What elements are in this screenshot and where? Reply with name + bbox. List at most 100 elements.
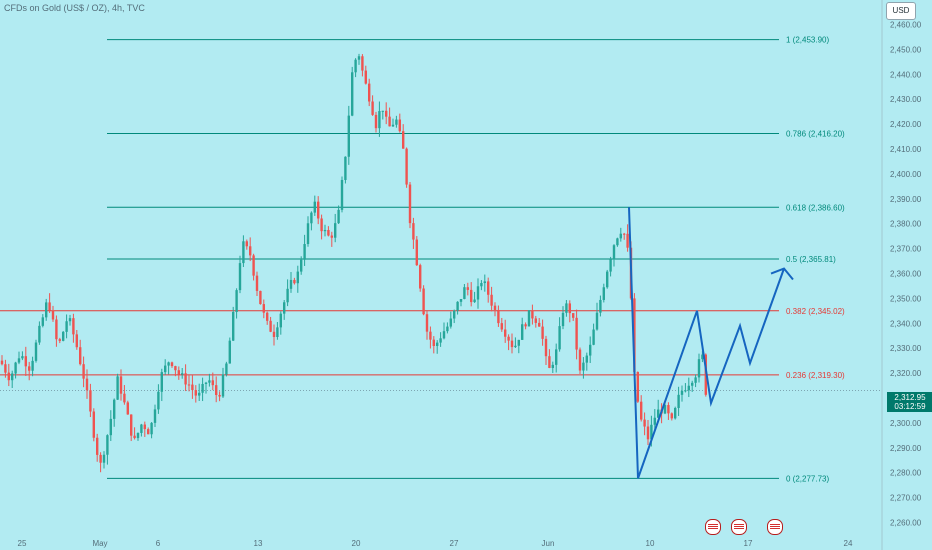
candle-body xyxy=(75,334,78,348)
candle-body xyxy=(609,259,612,272)
candle-body xyxy=(327,229,330,236)
candle-body xyxy=(517,339,520,346)
candle-body xyxy=(446,326,449,332)
candle-body xyxy=(425,314,429,332)
candle-body xyxy=(228,340,231,364)
candle-body xyxy=(667,405,670,414)
candle-body xyxy=(262,304,265,313)
candle-body xyxy=(558,326,561,350)
candle-body xyxy=(493,305,497,310)
candle-body xyxy=(160,372,163,392)
candle-body xyxy=(653,417,656,425)
candle-body xyxy=(674,407,677,419)
candle-body xyxy=(463,287,466,300)
y-tick-label: 2,460.00 xyxy=(890,20,922,29)
candle-body xyxy=(578,349,582,371)
candle-body xyxy=(225,363,228,375)
candle-body xyxy=(344,156,347,180)
candle-body xyxy=(252,255,255,276)
candle-body xyxy=(541,326,544,339)
candle-body xyxy=(697,359,701,378)
y-tick-label: 2,260.00 xyxy=(890,519,922,528)
candle-body xyxy=(626,233,629,248)
candle-body xyxy=(218,394,221,397)
candle-body xyxy=(439,338,442,343)
candle-body xyxy=(14,362,17,374)
candle-body xyxy=(96,437,99,455)
candle-body xyxy=(232,312,235,341)
fib-level-label: 0 (2,277.73) xyxy=(786,474,829,483)
candle-body xyxy=(585,355,588,363)
candle-body xyxy=(402,131,405,149)
candle-body xyxy=(320,218,323,232)
candle-body xyxy=(524,324,527,327)
candle-body xyxy=(616,238,619,246)
candle-body xyxy=(650,424,653,440)
candle-body xyxy=(177,370,180,375)
candle-body xyxy=(354,59,357,73)
x-tick-label: 24 xyxy=(844,539,853,548)
candle-body xyxy=(646,426,650,440)
candle-body xyxy=(92,411,95,438)
candle-body xyxy=(368,83,371,102)
candle-body xyxy=(221,374,225,397)
countdown-label: 03:12:59 xyxy=(894,402,926,411)
y-tick-label: 2,430.00 xyxy=(890,95,922,104)
candle-body xyxy=(694,377,697,383)
currency-button[interactable]: USD xyxy=(886,2,916,20)
candle-body xyxy=(480,283,483,287)
candle-body xyxy=(589,344,592,356)
candle-body xyxy=(357,56,361,60)
candle-body xyxy=(48,302,51,311)
us-flag-icon[interactable] xyxy=(767,519,783,535)
candle-body xyxy=(381,110,384,112)
candle-body xyxy=(500,323,503,330)
candle-body xyxy=(684,390,687,392)
candle-body xyxy=(487,281,490,295)
candle-body xyxy=(340,179,344,210)
x-tick-label: 27 xyxy=(450,539,459,548)
fib-level-label: 0.5 (2,365.81) xyxy=(786,255,836,264)
candle-body xyxy=(592,329,595,345)
candle-body xyxy=(412,223,415,240)
candle-body xyxy=(680,390,684,395)
us-flag-icon[interactable] xyxy=(731,519,747,535)
candle-body xyxy=(701,354,704,360)
candle-body xyxy=(677,394,680,408)
x-tick-label: 10 xyxy=(646,539,655,548)
candle-body xyxy=(150,422,153,435)
candle-body xyxy=(31,360,34,371)
candle-body xyxy=(11,373,14,381)
x-tick-label: 25 xyxy=(18,539,27,548)
candle-body xyxy=(575,317,578,350)
fib-level-label: 0.786 (2,416.20) xyxy=(786,130,845,139)
candle-body xyxy=(687,385,690,391)
candle-body xyxy=(337,209,340,224)
candle-body xyxy=(572,313,575,318)
us-flag-icon[interactable] xyxy=(705,519,721,535)
y-tick-label: 2,340.00 xyxy=(890,319,922,328)
candle-body xyxy=(4,364,7,373)
candle-body xyxy=(109,418,112,436)
candle-body xyxy=(385,110,388,117)
candle-body xyxy=(527,310,531,327)
y-tick-label: 2,410.00 xyxy=(890,145,922,154)
candle-body xyxy=(45,302,48,318)
candle-body xyxy=(242,241,245,264)
candle-body xyxy=(565,303,568,313)
candle-body xyxy=(245,241,248,247)
candle-body xyxy=(378,111,381,129)
candle-body xyxy=(663,405,667,414)
y-tick-label: 2,350.00 xyxy=(890,294,922,303)
candle-body xyxy=(374,114,378,129)
candle-body xyxy=(364,70,367,84)
candle-body xyxy=(497,309,500,324)
candle-body xyxy=(459,299,463,302)
candle-body xyxy=(531,310,534,319)
candle-body xyxy=(405,148,408,185)
candle-body xyxy=(330,235,333,238)
candle-body xyxy=(85,378,89,391)
candle-body xyxy=(456,301,459,311)
candle-body xyxy=(204,382,208,384)
